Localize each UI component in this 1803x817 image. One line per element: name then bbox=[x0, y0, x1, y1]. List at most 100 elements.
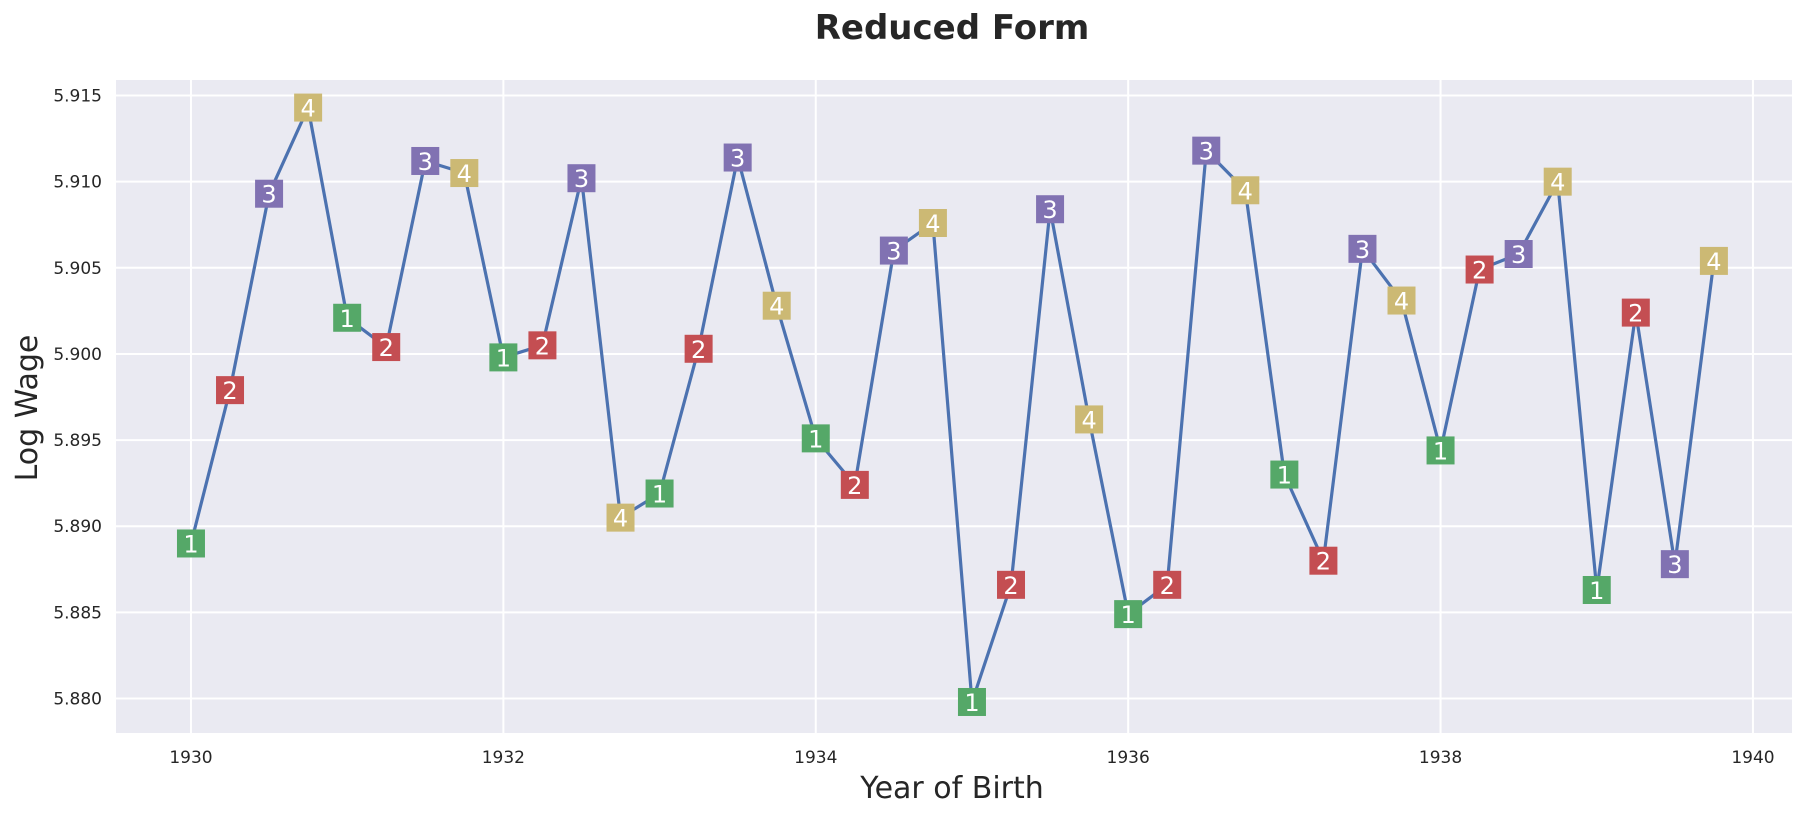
quarter-marker-label: 2 bbox=[691, 336, 706, 364]
data-point-quarter-2: 2 bbox=[1309, 546, 1338, 576]
quarter-marker-box bbox=[1114, 600, 1143, 629]
x-tick-label: 1930 bbox=[169, 748, 212, 768]
quarter-marker-label: 3 bbox=[418, 148, 433, 176]
quarter-marker-box bbox=[1582, 575, 1611, 604]
data-point-quarter-1: 1 bbox=[957, 687, 986, 717]
quarter-marker-box bbox=[840, 470, 869, 499]
data-point-quarter-4: 4 bbox=[1075, 405, 1104, 434]
x-tick-label: 1936 bbox=[1107, 748, 1150, 768]
y-axis-label: Log Wage bbox=[10, 335, 45, 482]
data-point-quarter-3: 3 bbox=[1348, 234, 1377, 264]
data-point-quarter-1: 1 bbox=[489, 343, 518, 372]
data-point-quarter-3: 3 bbox=[567, 164, 596, 193]
quarter-marker-label: 4 bbox=[1081, 406, 1096, 434]
quarter-marker-label: 4 bbox=[925, 210, 940, 238]
data-point-quarter-3: 3 bbox=[1660, 550, 1689, 579]
quarter-marker-box bbox=[606, 503, 635, 532]
quarter-marker-box bbox=[723, 143, 752, 172]
y-tick-label: 5.880 bbox=[53, 690, 102, 710]
quarter-marker-box bbox=[1621, 298, 1650, 327]
plot-area bbox=[116, 80, 1792, 733]
quarter-marker-label: 1 bbox=[183, 530, 198, 558]
quarter-marker-box bbox=[801, 424, 830, 453]
quarter-marker-label: 2 bbox=[379, 334, 394, 362]
quarter-marker-box bbox=[918, 209, 947, 238]
quarter-marker-box bbox=[1348, 234, 1377, 263]
data-point-quarter-1: 1 bbox=[1582, 575, 1611, 605]
quarter-marker-label: 4 bbox=[613, 505, 628, 533]
quarter-marker-label: 4 bbox=[1706, 248, 1721, 276]
quarter-marker-label: 2 bbox=[847, 472, 862, 500]
data-point-quarter-1: 1 bbox=[1114, 600, 1143, 629]
data-point-quarter-1: 1 bbox=[1270, 460, 1299, 490]
x-tick-label: 1938 bbox=[1419, 748, 1462, 768]
series-line bbox=[189, 105, 1716, 704]
data-point-quarter-2: 2 bbox=[528, 331, 557, 360]
quarter-marker-box bbox=[567, 164, 596, 193]
y-tick-label: 5.910 bbox=[53, 173, 102, 193]
y-tick-label: 5.885 bbox=[53, 603, 102, 623]
series-line-layer bbox=[189, 105, 1716, 704]
data-point-quarter-4: 4 bbox=[1699, 246, 1728, 276]
y-tick-label: 5.895 bbox=[53, 431, 102, 451]
tick-labels: 1930 1932 1934 1936 1938 1940 5.880 5.885 5.890 5… bbox=[53, 87, 1774, 768]
quarter-marker-box bbox=[1036, 195, 1065, 224]
quarter-marker-label: 3 bbox=[574, 165, 589, 193]
quarter-marker-label: 1 bbox=[808, 425, 823, 453]
x-tick-label: 1940 bbox=[1731, 748, 1774, 768]
quarter-marker-box bbox=[1660, 550, 1689, 579]
quarter-marker-label: 1 bbox=[652, 481, 667, 509]
data-point-quarter-2: 2 bbox=[1621, 298, 1650, 328]
quarter-marker-box bbox=[957, 687, 986, 716]
quarter-marker-box bbox=[1153, 570, 1182, 599]
quarter-marker-label: 3 bbox=[730, 145, 745, 173]
quarter-marker-label: 3 bbox=[1667, 551, 1682, 579]
quarter-marker-label: 3 bbox=[1511, 241, 1526, 269]
quarter-marker-box bbox=[372, 333, 401, 362]
quarter-marker-label: 3 bbox=[261, 181, 276, 209]
quarter-marker-label: 3 bbox=[1355, 236, 1370, 264]
quarter-marker-box bbox=[1387, 286, 1416, 315]
data-point-quarter-1: 1 bbox=[176, 529, 205, 558]
y-tick-label: 5.915 bbox=[53, 87, 102, 107]
data-point-quarter-2: 2 bbox=[684, 334, 713, 364]
quarter-marker-box bbox=[762, 291, 791, 320]
quarter-marker-box bbox=[1504, 240, 1533, 269]
data-point-quarter-2: 2 bbox=[997, 570, 1026, 600]
quarter-marker-box bbox=[528, 331, 557, 360]
quarter-marker-box bbox=[1699, 246, 1728, 275]
data-point-quarter-4: 4 bbox=[450, 159, 479, 188]
x-tick-label: 1932 bbox=[482, 748, 525, 768]
data-point-quarter-3: 3 bbox=[879, 236, 908, 266]
quarter-marker-label: 1 bbox=[496, 344, 511, 372]
quarter-marker-box bbox=[879, 236, 908, 265]
data-point-quarter-3: 3 bbox=[411, 146, 440, 176]
quarter-marker-label: 4 bbox=[457, 160, 472, 188]
data-point-quarter-1: 1 bbox=[1426, 436, 1455, 465]
quarter-marker-box bbox=[1231, 176, 1260, 205]
quarter-marker-box bbox=[645, 479, 674, 508]
data-point-quarter-3: 3 bbox=[1192, 136, 1221, 166]
x-tick-label: 1934 bbox=[794, 748, 837, 768]
y-tick-label: 5.905 bbox=[53, 259, 102, 279]
quarter-marker-label: 2 bbox=[535, 332, 550, 360]
quarter-marker-label: 3 bbox=[1042, 196, 1057, 224]
data-point-quarter-3: 3 bbox=[1036, 195, 1065, 224]
quarter-marker-label: 2 bbox=[1472, 257, 1487, 285]
quarter-marker-label: 4 bbox=[1238, 177, 1253, 205]
quarter-marker-label: 3 bbox=[1199, 138, 1214, 166]
data-point-quarter-2: 2 bbox=[1465, 255, 1494, 285]
data-point-quarter-3: 3 bbox=[723, 143, 752, 173]
data-point-quarter-4: 4 bbox=[918, 209, 947, 238]
data-point-quarter-2: 2 bbox=[372, 333, 401, 362]
quarter-marker-label: 1 bbox=[964, 689, 979, 717]
quarter-marker-label: 4 bbox=[1550, 169, 1565, 197]
quarter-marker-box bbox=[255, 179, 284, 208]
data-point-quarter-4: 4 bbox=[606, 503, 635, 533]
quarter-marker-box bbox=[997, 570, 1026, 599]
quarter-marker-label: 4 bbox=[769, 293, 784, 321]
quarter-marker-box bbox=[1270, 460, 1299, 489]
